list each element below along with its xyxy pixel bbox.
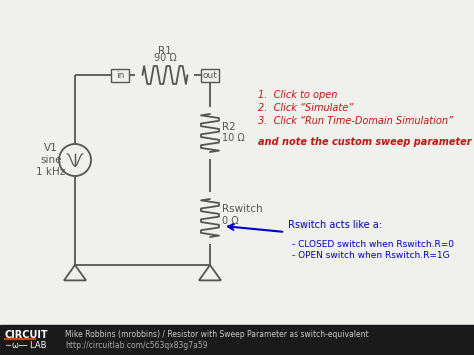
- Text: ∼ω― LAB: ∼ω― LAB: [5, 341, 46, 350]
- Text: out: out: [202, 71, 218, 80]
- Text: 2.  Click “Simulate”: 2. Click “Simulate”: [258, 103, 353, 113]
- Text: R1: R1: [158, 46, 172, 56]
- Text: V1
sine
1 kHz: V1 sine 1 kHz: [36, 143, 65, 176]
- Text: - CLOSED switch when Rswitch.R=0: - CLOSED switch when Rswitch.R=0: [292, 240, 454, 249]
- Text: 90 Ω: 90 Ω: [154, 53, 176, 63]
- Text: 0 Ω: 0 Ω: [222, 216, 238, 226]
- Text: 1.  Click to open: 1. Click to open: [258, 90, 337, 100]
- Text: CIRCUIT: CIRCUIT: [5, 330, 49, 340]
- Text: Rswitch: Rswitch: [222, 204, 263, 214]
- Bar: [111, 69, 129, 82]
- Text: 3.  Click “Run Time-Domain Simulation”: 3. Click “Run Time-Domain Simulation”: [258, 116, 453, 126]
- Text: R2: R2: [222, 122, 236, 132]
- Text: http://circuitlab.com/c563qx83g7a59: http://circuitlab.com/c563qx83g7a59: [65, 341, 208, 350]
- Text: - OPEN switch when Rswitch.R=1G: - OPEN switch when Rswitch.R=1G: [292, 251, 450, 260]
- Text: 10 Ω: 10 Ω: [222, 133, 245, 143]
- Text: and note the custom sweep parameter: and note the custom sweep parameter: [258, 137, 472, 147]
- Text: Rswitch acts like a:: Rswitch acts like a:: [288, 220, 382, 230]
- Bar: [0, 325, 474, 355]
- Text: Mike Robbins (mrobbins) / Resistor with Sweep Parameter as switch-equivalent: Mike Robbins (mrobbins) / Resistor with …: [65, 330, 369, 339]
- Text: in: in: [116, 71, 124, 80]
- Bar: [201, 69, 219, 82]
